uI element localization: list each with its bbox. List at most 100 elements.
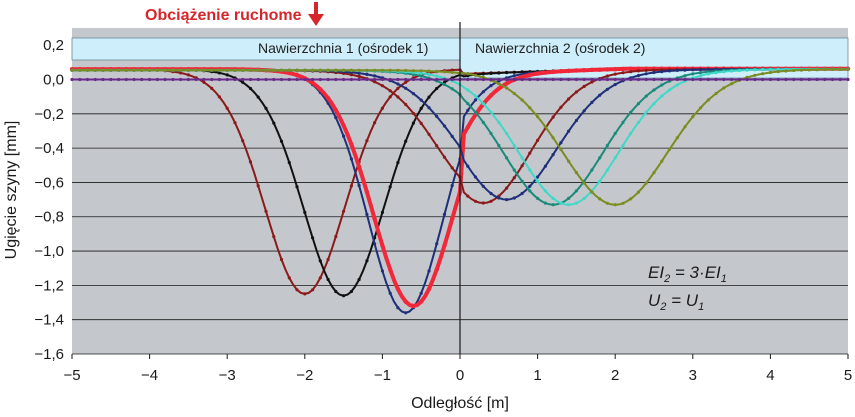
data-point	[365, 68, 369, 72]
data-point	[388, 77, 392, 82]
data-point	[435, 69, 439, 73]
data-point	[520, 77, 524, 82]
data-point	[396, 306, 400, 310]
data-point	[683, 74, 687, 78]
data-point	[171, 68, 175, 72]
data-point	[536, 138, 540, 142]
data-point	[388, 68, 392, 72]
y-tick-label: −1,2	[34, 277, 64, 294]
data-point	[256, 95, 260, 99]
y-tick-labels: 0,2 0,0 −0,2 −0,4 −0,6 −0,8 −1,0 −1,2 −1,4 −1,6	[34, 37, 64, 363]
data-point	[295, 185, 299, 189]
data-point	[403, 299, 408, 304]
data-point	[675, 136, 679, 140]
data-point	[590, 77, 594, 82]
data-point	[481, 120, 485, 124]
data-point	[652, 68, 656, 72]
data-point	[512, 74, 516, 78]
data-point	[489, 199, 493, 203]
data-point	[171, 77, 175, 82]
data-point	[613, 203, 617, 207]
data-point	[373, 121, 377, 125]
data-point	[768, 67, 773, 72]
data-point	[505, 131, 509, 136]
data-point	[745, 68, 749, 72]
data-point	[792, 77, 796, 82]
data-point	[194, 68, 198, 72]
data-point	[279, 77, 284, 82]
data-point	[349, 142, 354, 147]
data-point	[784, 77, 788, 82]
data-point	[489, 110, 493, 114]
data-point	[78, 77, 82, 82]
data-point	[287, 276, 291, 280]
data-point	[419, 74, 423, 78]
data-point	[528, 168, 532, 172]
data-point	[481, 72, 485, 76]
data-point	[512, 77, 516, 82]
data-point	[846, 77, 850, 82]
data-point	[815, 68, 819, 72]
data-point	[427, 69, 431, 73]
data-point	[241, 77, 245, 82]
data-point	[341, 123, 346, 128]
data-point	[652, 171, 656, 175]
data-point	[202, 68, 206, 72]
data-point	[675, 77, 679, 82]
data-point	[435, 114, 439, 118]
data-point	[722, 77, 726, 82]
data-point	[714, 71, 718, 75]
data-point	[342, 68, 346, 72]
data-point	[714, 77, 718, 82]
data-point	[559, 201, 563, 205]
data-point	[636, 102, 641, 106]
data-point	[233, 121, 237, 125]
data-point	[396, 68, 400, 72]
data-point	[404, 311, 408, 315]
data-point	[272, 68, 276, 72]
data-point	[442, 82, 447, 87]
y-axis-label: Ugięcie szyny [mm]	[3, 121, 20, 260]
data-point	[70, 68, 74, 72]
y-tick-label: −0,6	[34, 174, 64, 191]
data-point	[473, 73, 478, 77]
y-tick-label: −1,4	[34, 312, 64, 329]
data-point	[691, 72, 695, 76]
data-point	[373, 80, 377, 84]
data-point	[605, 168, 610, 172]
data-point	[419, 69, 423, 73]
data-point	[396, 161, 400, 165]
data-point	[210, 77, 214, 82]
data-point	[722, 70, 726, 74]
data-point	[357, 74, 361, 78]
data-point	[155, 77, 159, 82]
data-point	[543, 77, 548, 82]
data-point	[520, 70, 524, 74]
data-point	[706, 70, 710, 74]
data-point	[117, 77, 121, 82]
data-point	[365, 77, 369, 82]
data-point	[753, 68, 757, 72]
data-point	[473, 77, 478, 82]
data-point	[365, 259, 369, 263]
data-point	[807, 77, 811, 82]
data-point	[636, 69, 641, 73]
data-point	[691, 77, 695, 82]
data-point	[279, 68, 284, 72]
data-point	[768, 70, 773, 75]
data-point	[411, 92, 415, 96]
data-point	[838, 67, 842, 71]
data-point	[559, 105, 563, 109]
data-point	[730, 69, 734, 73]
data-point	[163, 77, 167, 82]
data-point	[660, 94, 664, 98]
data-point	[505, 77, 509, 82]
data-point	[287, 68, 291, 72]
data-point	[186, 68, 190, 72]
data-point	[613, 131, 617, 136]
data-point	[411, 77, 415, 82]
data-point	[761, 72, 765, 76]
data-point	[357, 183, 361, 188]
data-point	[272, 77, 276, 82]
